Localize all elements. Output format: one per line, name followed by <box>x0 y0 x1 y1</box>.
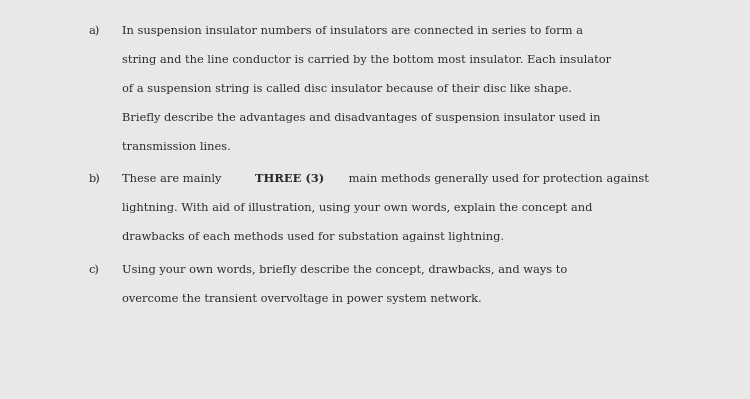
Text: Using your own words, briefly describe the concept, drawbacks, and ways to: Using your own words, briefly describe t… <box>122 265 568 275</box>
Text: of a suspension string is called disc insulator because of their disc like shape: of a suspension string is called disc in… <box>122 84 572 94</box>
Text: overcome the transient overvoltage in power system network.: overcome the transient overvoltage in po… <box>122 294 482 304</box>
Text: c): c) <box>88 265 99 276</box>
Text: lightning. With aid of illustration, using your own words, explain the concept a: lightning. With aid of illustration, usi… <box>122 203 592 213</box>
Text: In suspension insulator numbers of insulators are connected in series to form a: In suspension insulator numbers of insul… <box>122 26 584 36</box>
Text: Briefly describe the advantages and disadvantages of suspension insulator used i: Briefly describe the advantages and disa… <box>122 113 601 123</box>
Text: THREE (3): THREE (3) <box>255 174 325 185</box>
Text: These are mainly: These are mainly <box>122 174 225 184</box>
Text: string and the line conductor is carried by the bottom most insulator. Each insu: string and the line conductor is carried… <box>122 55 611 65</box>
Text: main methods generally used for protection against: main methods generally used for protecti… <box>344 174 649 184</box>
Text: a): a) <box>88 26 100 36</box>
Text: transmission lines.: transmission lines. <box>122 142 231 152</box>
Text: b): b) <box>88 174 101 184</box>
Text: drawbacks of each methods used for substation against lightning.: drawbacks of each methods used for subst… <box>122 232 504 242</box>
